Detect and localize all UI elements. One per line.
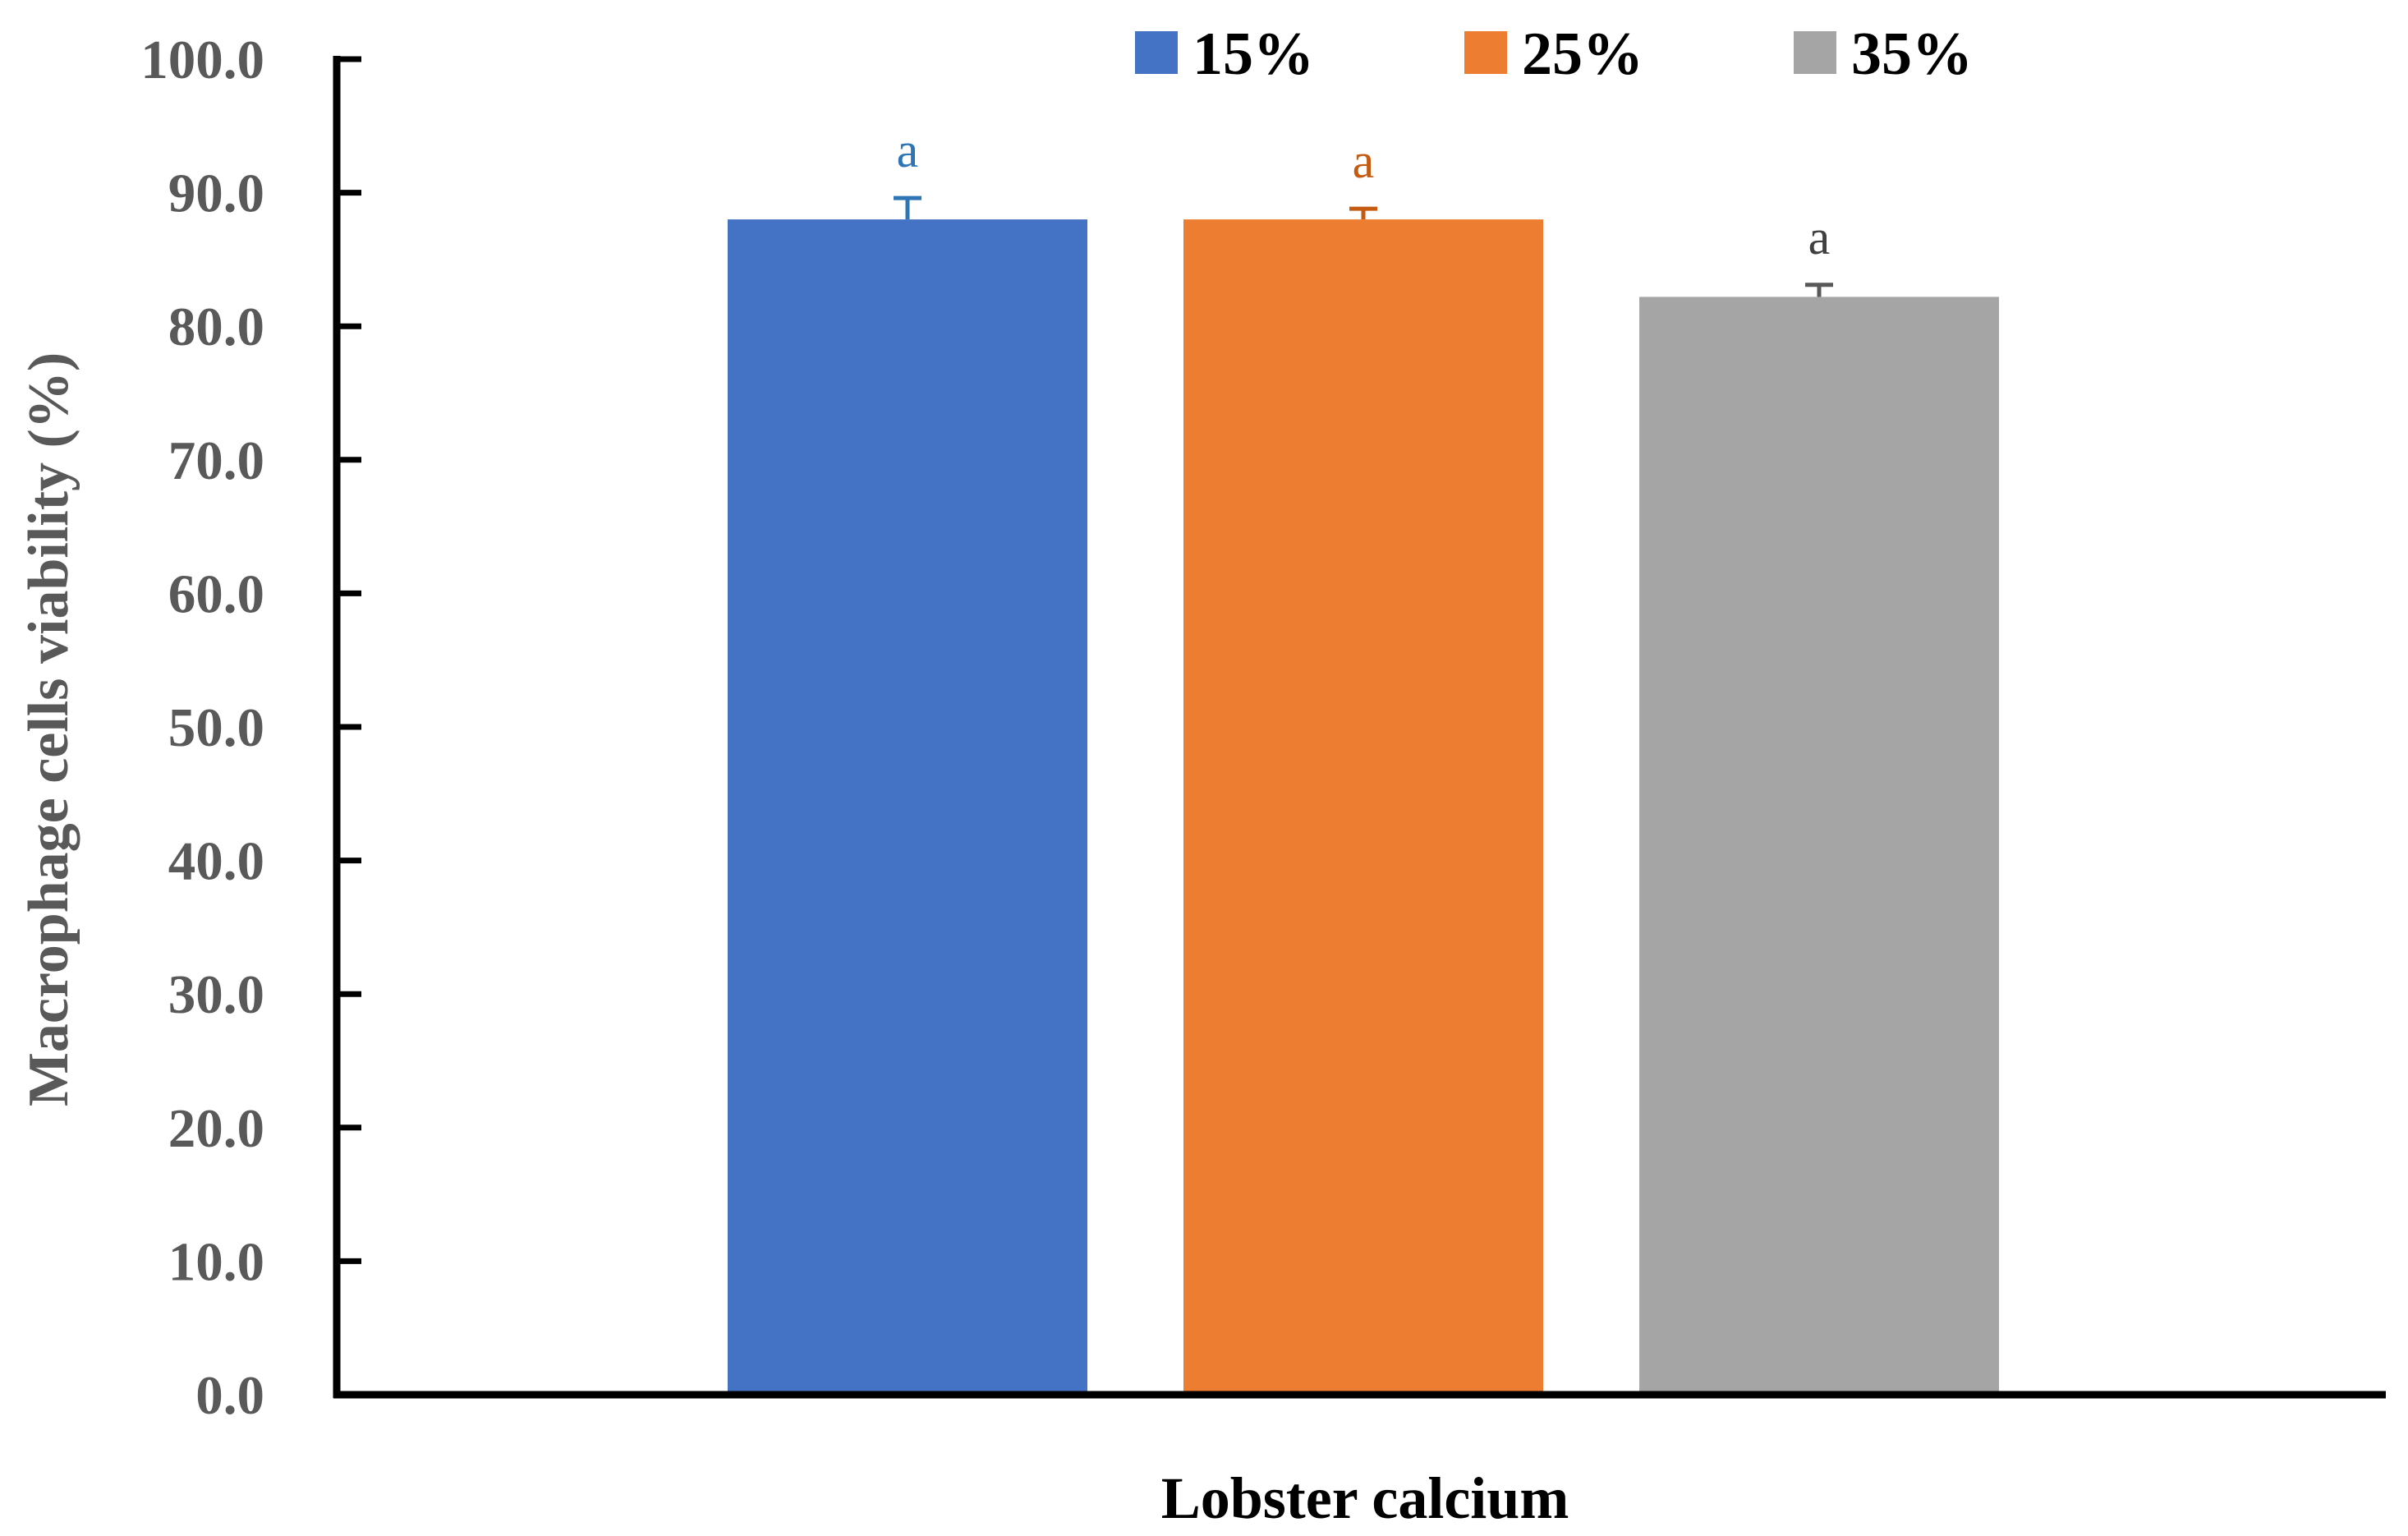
y-tick-label: 90.0 bbox=[168, 163, 264, 224]
significance-labels: a a a bbox=[897, 123, 1831, 264]
y-tick-label: 0.0 bbox=[195, 1365, 264, 1426]
legend-label: 35% bbox=[1851, 21, 1973, 88]
y-tick-label: 20.0 bbox=[168, 1098, 264, 1159]
significance-label: a bbox=[1353, 134, 1375, 188]
y-axis-ticks: 0.0 10.0 20.0 30.0 40.0 50.0 60.0 70.0 80.0 90.0 1… bbox=[140, 30, 361, 1426]
y-tick-label: 50.0 bbox=[168, 697, 264, 758]
y-tick-label: 10.0 bbox=[168, 1231, 264, 1292]
x-axis-title: Lobster calcium bbox=[1161, 1465, 1569, 1531]
y-tick-label: 70.0 bbox=[168, 430, 264, 491]
bar-2 bbox=[1183, 219, 1543, 1395]
y-tick-label: 100.0 bbox=[140, 30, 264, 90]
bar-1 bbox=[728, 219, 1087, 1395]
y-tick-label: 60.0 bbox=[168, 563, 264, 624]
y-tick-label: 80.0 bbox=[168, 297, 264, 357]
legend-label: 25% bbox=[1522, 21, 1643, 88]
y-tick-label: 30.0 bbox=[168, 964, 264, 1025]
legend: 15% 25% 35% bbox=[1135, 21, 1973, 88]
legend-swatch bbox=[1794, 31, 1836, 74]
significance-label: a bbox=[1808, 210, 1831, 264]
legend-label: 15% bbox=[1193, 21, 1314, 88]
bars bbox=[728, 219, 1999, 1396]
significance-label: a bbox=[897, 123, 919, 177]
bar-3 bbox=[1639, 297, 1999, 1396]
legend-swatch bbox=[1135, 31, 1178, 74]
error-bars bbox=[894, 195, 1833, 297]
y-axis-title: Macrophage cells viability (%) bbox=[17, 352, 80, 1106]
legend-swatch bbox=[1464, 31, 1507, 74]
y-tick-label: 40.0 bbox=[168, 831, 264, 892]
